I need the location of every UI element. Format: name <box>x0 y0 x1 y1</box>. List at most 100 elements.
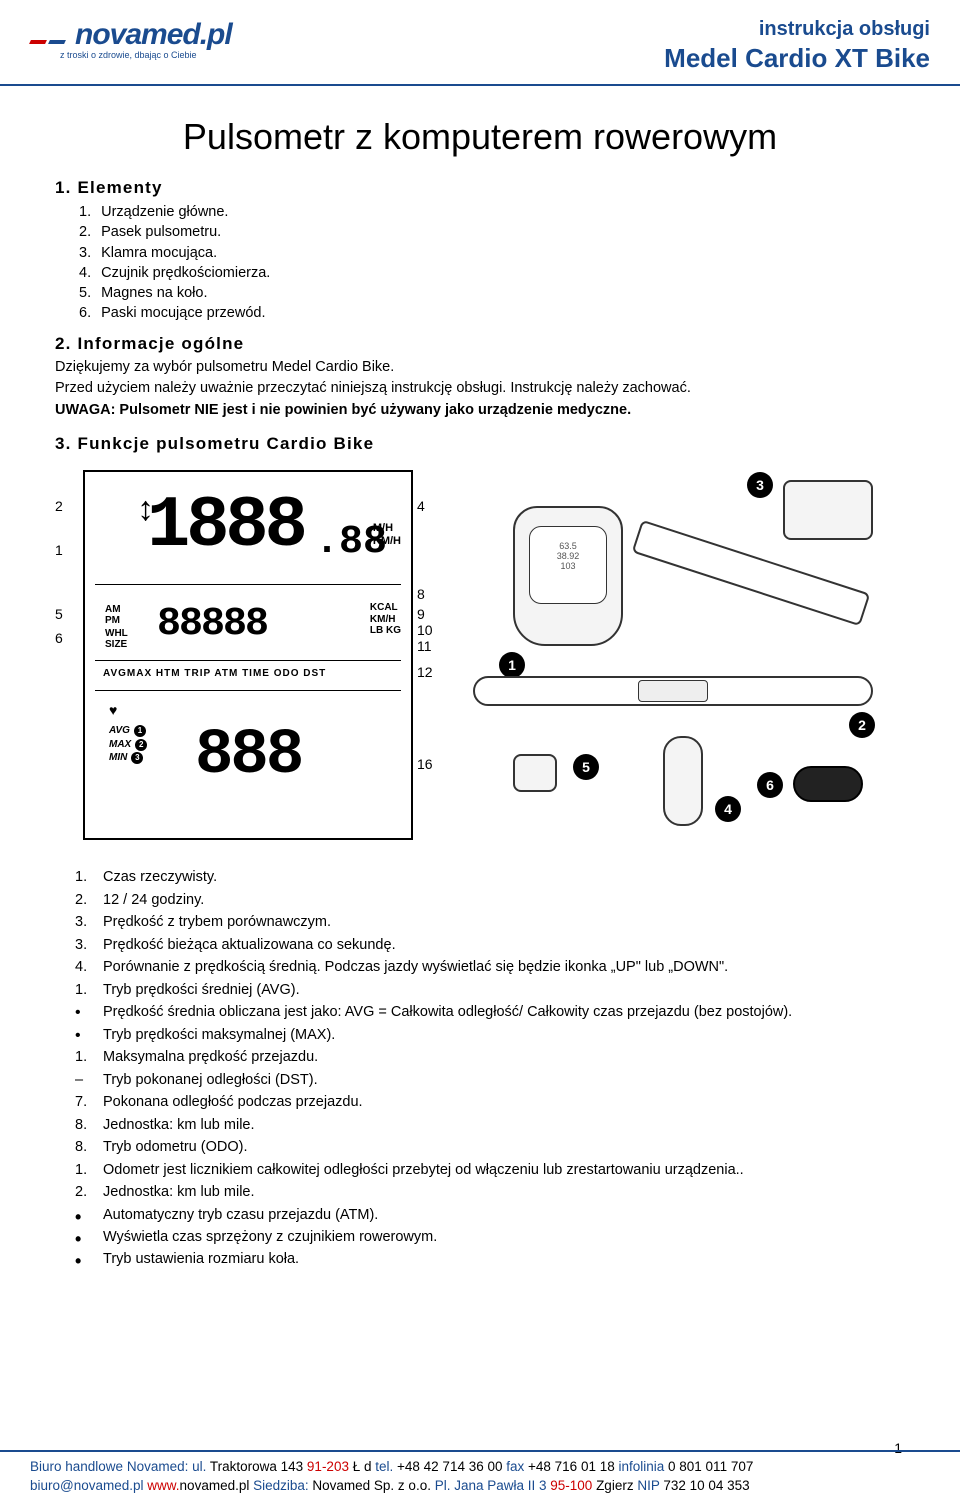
lcd-div1 <box>95 584 401 585</box>
sec3-item: Tryb odometru (ODO). <box>75 1136 905 1158</box>
part-label-2: 2 <box>849 712 875 738</box>
parts-diagram: 3 63.538.92103 1 2 5 4 6 <box>453 466 893 836</box>
f1g: fax <box>506 1459 524 1474</box>
lcd-max: MAX <box>109 739 131 750</box>
sec2-p2: Przed użyciem należy uważnie przeczytać … <box>55 379 905 399</box>
lcd-bot-digits: 888 <box>195 720 301 792</box>
lcd-big-digits: 1888 <box>147 490 304 562</box>
sec1-item: Paski mocujące przewód. <box>75 303 905 323</box>
f2i: NIP <box>637 1478 659 1493</box>
sec3-item: Wyświetla czas sprzężony z czujnikiem ro… <box>75 1226 905 1248</box>
sec3-item: Czas rzeczywisty. <box>75 866 905 888</box>
f2c: novamed.pl <box>180 1478 254 1493</box>
part-ties <box>793 766 863 802</box>
callout-2: 2 <box>55 498 63 514</box>
callout-9: 9 <box>417 606 425 622</box>
footer-line1: Biuro handlowe Novamed: ul. Traktorowa 1… <box>30 1458 930 1477</box>
logo-block: novamed.pl z troski o zdrowie, dbając o … <box>30 18 232 60</box>
f1j: 0 801 011 707 <box>664 1459 753 1474</box>
callout-5: 5 <box>55 606 63 622</box>
callout-10: 10 <box>417 622 433 638</box>
part-clamp <box>783 480 873 540</box>
sec3-heading: 3. Funkcje pulsometru Cardio Bike <box>55 434 905 454</box>
logo-stripe-red <box>29 40 47 44</box>
zone-3-icon: 3 <box>131 752 143 764</box>
f1h: +48 716 01 18 <box>524 1459 618 1474</box>
logo-row: novamed.pl <box>30 18 232 52</box>
f1c: 91-203 <box>307 1459 349 1474</box>
sec2-heading: 2. Informacje ogólne <box>55 334 905 354</box>
sec1-list: Urządzenie główne. Pasek pulsometru. Kla… <box>55 202 905 324</box>
logo-suffix: .pl <box>200 18 232 51</box>
lcd-unit-top: M/H KM/H <box>373 522 401 546</box>
sec1-item: Magnes na koło. <box>75 283 905 303</box>
sec3-item: Prędkość średnia obliczana jest jako: AV… <box>75 1001 905 1023</box>
logo-primary: novamed <box>75 18 200 51</box>
logo-stripe-blue <box>48 40 66 44</box>
f2g: 95-100 <box>547 1478 593 1493</box>
sec3-item: 12 / 24 godziny. <box>75 889 905 911</box>
lcd-modes-row: AVGMAX HTM TRIP ATM TIME ODO DST <box>103 668 326 679</box>
sec1-item: Urządzenie główne. <box>75 202 905 222</box>
lcd-ampm: AM PM <box>105 604 121 626</box>
callout-8: 8 <box>417 586 425 602</box>
f2f: Pl. Jana Pawła II 3 <box>435 1478 547 1493</box>
sec3-item: Automatyczny tryb czasu przejazdu (ATM). <box>75 1204 905 1226</box>
lcd-min: MIN <box>109 752 127 763</box>
sec3-item: Odometr jest licznikiem całkowitej odleg… <box>75 1159 905 1181</box>
lcd-avg: AVG <box>109 725 130 736</box>
page-footer: Biuro handlowe Novamed: ul. Traktorowa 1… <box>0 1450 960 1510</box>
callout-6: 6 <box>55 630 63 646</box>
lcd-panel: ↕ 1888 .88 M/H KM/H AM PM WHL SIZE 88888… <box>83 470 413 840</box>
part-strap-unit <box>638 680 708 702</box>
f1b: Traktorowa 143 <box>206 1459 307 1474</box>
part-sensor <box>663 736 703 826</box>
sec3-list: Czas rzeczywisty. 12 / 24 godziny. Prędk… <box>55 866 905 1270</box>
f1f: +48 42 714 36 00 <box>393 1459 506 1474</box>
sec3-item: Tryb ustawienia rozmiaru koła. <box>75 1248 905 1270</box>
part-label-4: 4 <box>715 796 741 822</box>
f2e: Novamed Sp. z o.o. <box>309 1478 435 1493</box>
header-subtitle: instrukcja obsługi <box>664 18 930 41</box>
sec3-item: Prędkość z trybem porównawczym. <box>75 911 905 933</box>
sec3-item: Jednostka: km lub mile. <box>75 1181 905 1203</box>
heart-icon: ♥ <box>109 702 117 718</box>
logo-mark <box>30 40 65 44</box>
callout-16: 16 <box>417 756 433 772</box>
part-strap <box>473 676 873 706</box>
sec2-p1: Dziękujemy za wybór pulsometru Medel Car… <box>55 358 905 378</box>
sec3-item: Jednostka: km lub mile. <box>75 1114 905 1136</box>
sec3-item: Tryb prędkości maksymalnej (MAX). <box>75 1024 905 1046</box>
part-magnet <box>513 754 557 792</box>
f1a: Biuro handlowe Novamed: ul. <box>30 1459 206 1474</box>
callout-11: 11 <box>417 638 432 654</box>
lcd-whlsize: WHL SIZE <box>105 628 128 650</box>
sec2-p3: UWAGA: Pulsometr NIE jest i nie powinien… <box>55 401 905 421</box>
lcd-unit-mid: KCAL KM/H LB KG <box>370 602 401 637</box>
header-product: Medel Cardio XT Bike <box>664 43 930 74</box>
lcd-div2 <box>95 660 401 661</box>
sec3-item: Porównanie z prędkością średnią. Podczas… <box>75 956 905 978</box>
page-header: novamed.pl z troski o zdrowie, dbając o … <box>0 0 960 86</box>
sec3-item: Tryb prędkości średniej (AVG). <box>75 979 905 1001</box>
sec1-heading: 1. Elementy <box>55 178 905 198</box>
sec3-item: Pokonana odległość podczas przejazdu. <box>75 1091 905 1113</box>
part-label-6: 6 <box>757 772 783 798</box>
f1d: Ł d <box>349 1459 375 1474</box>
logo-tagline: z troski o zdrowie, dbając o Ciebie <box>60 50 232 60</box>
f1i: infolinia <box>618 1459 664 1474</box>
f2a: biuro@novamed.pl <box>30 1478 147 1493</box>
zone-1-icon: 1 <box>134 725 146 737</box>
footer-line2: biuro@novamed.pl www.novamed.pl Siedziba… <box>30 1477 930 1496</box>
zone-2-icon: 2 <box>135 739 147 751</box>
header-right: instrukcja obsługi Medel Cardio XT Bike <box>664 18 930 74</box>
part-label-1: 1 <box>499 652 525 678</box>
figure-block: ↕ 1888 .88 M/H KM/H AM PM WHL SIZE 88888… <box>55 466 905 846</box>
f2j: 732 10 04 353 <box>660 1478 750 1493</box>
lcd-wrapper: ↕ 1888 .88 M/H KM/H AM PM WHL SIZE 88888… <box>55 466 435 846</box>
sec3-item: Prędkość bieżąca aktualizowana co sekund… <box>75 934 905 956</box>
part-main-screen: 63.538.92103 <box>529 526 607 604</box>
main-title: Pulsometr z komputerem rowerowym <box>55 116 905 158</box>
f2h: Zgierz <box>592 1478 637 1493</box>
logo-text: novamed.pl <box>75 18 232 52</box>
